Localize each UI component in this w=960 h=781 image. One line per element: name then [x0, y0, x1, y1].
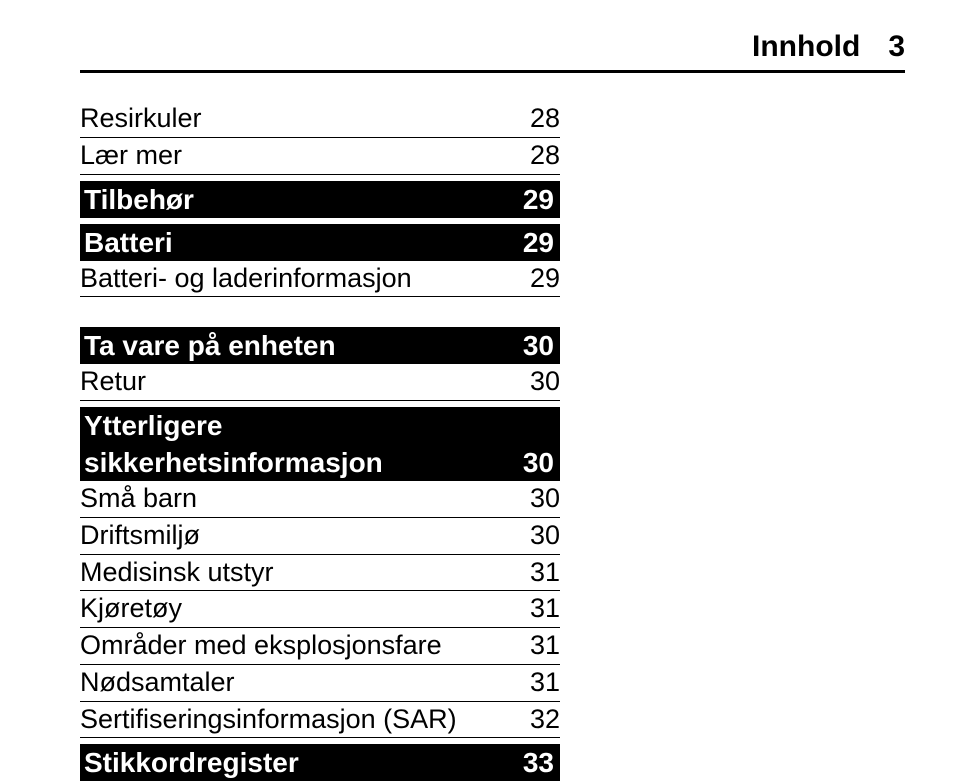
header-title: Innhold — [752, 30, 860, 64]
toc-row: Små barn 30 — [80, 481, 560, 518]
toc-section-header: Stikkordregister 33 — [80, 744, 560, 781]
toc-row-label: Nødsamtaler — [80, 666, 235, 700]
toc-row-label: Små barn — [80, 482, 197, 516]
toc-section-page: 30 — [523, 328, 554, 363]
toc-row: Medisinsk utstyr 31 — [80, 555, 560, 592]
toc-section-page: 33 — [523, 745, 554, 780]
header-page-number: 3 — [888, 30, 905, 64]
toc-row-page: 30 — [530, 482, 560, 516]
toc-row: Kjøretøy 31 — [80, 591, 560, 628]
toc-row-label: Kjøretøy — [80, 592, 182, 626]
toc-row-page: 28 — [530, 139, 560, 173]
toc-row-page: 28 — [530, 102, 560, 136]
toc-section-header: Ta vare på enheten 30 — [80, 327, 560, 364]
toc-row-label: Batteri- og laderinformasjon — [80, 262, 412, 296]
toc-row-label: Driftsmiljø — [80, 519, 200, 553]
toc-section-label: Tilbehør — [84, 182, 194, 217]
toc-section-label: Batteri — [84, 225, 173, 260]
toc-row: Batteri- og laderinformasjon 29 — [80, 261, 560, 298]
toc-row-page: 29 — [530, 262, 560, 296]
toc-content: Resirkuler 28 Lær mer 28 Tilbehør 29 Batteri 29… — [80, 101, 560, 781]
toc-row-page: 32 — [530, 703, 560, 737]
toc-section-label: Stikkordregister — [84, 745, 299, 780]
toc-row-page: 31 — [530, 629, 560, 663]
toc-row-label: Retur — [80, 365, 146, 399]
toc-section-header: sikkerhetsinformasjon 30 — [80, 444, 560, 481]
toc-section-label: Ytterligere — [84, 408, 223, 443]
toc-row-page: 30 — [530, 519, 560, 553]
toc-section-page: 30 — [523, 445, 554, 480]
toc-section-page: 29 — [523, 225, 554, 260]
toc-row: Retur 30 — [80, 364, 560, 401]
toc-row: Lær mer 28 — [80, 138, 560, 175]
toc-row: Sertifiseringsinformasjon (SAR) 32 — [80, 702, 560, 739]
toc-row: Nødsamtaler 31 — [80, 665, 560, 702]
toc-row: Områder med eksplosjonsfare 31 — [80, 628, 560, 665]
toc-row-page: 31 — [530, 666, 560, 700]
toc-row-label: Medisinsk utstyr — [80, 556, 274, 590]
toc-row-label: Lær mer — [80, 139, 182, 173]
spacer — [80, 297, 560, 327]
toc-section-header: Batteri 29 — [80, 224, 560, 261]
toc-row-label: Resirkuler — [80, 102, 202, 136]
toc-section-label: Ta vare på enheten — [84, 328, 336, 363]
toc-section-header: Ytterligere — [80, 407, 560, 444]
page-header: Innhold 3 — [80, 30, 905, 73]
toc-row: Driftsmiljø 30 — [80, 518, 560, 555]
toc-section-label: sikkerhetsinformasjon — [84, 445, 383, 480]
toc-row-label: Sertifiseringsinformasjon (SAR) — [80, 703, 457, 737]
toc-section-page: 29 — [523, 182, 554, 217]
toc-row-page: 31 — [530, 592, 560, 626]
toc-row: Resirkuler 28 — [80, 101, 560, 138]
toc-row-label: Områder med eksplosjonsfare — [80, 629, 442, 663]
toc-section-header: Tilbehør 29 — [80, 181, 560, 218]
toc-row-page: 30 — [530, 365, 560, 399]
toc-row-page: 31 — [530, 556, 560, 590]
